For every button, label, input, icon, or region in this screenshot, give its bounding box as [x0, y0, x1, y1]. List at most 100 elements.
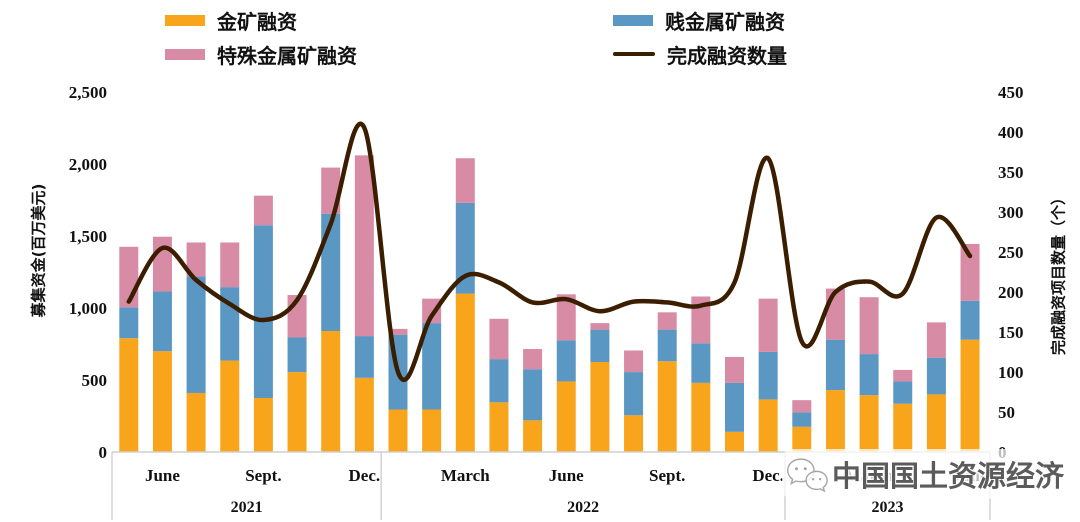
x-year-label: 2022: [567, 499, 599, 516]
bar-segment: [758, 399, 778, 452]
legend-item-count: 完成融资数量: [613, 42, 787, 68]
bar-segment: [152, 351, 172, 452]
bar-segment: [186, 392, 206, 452]
bar-segment: [523, 369, 543, 421]
legend-label: 特殊金属矿融资: [217, 43, 357, 68]
bar-segment: [624, 415, 644, 452]
legend-label: 金矿融资: [217, 9, 297, 34]
bar-segment: [657, 361, 677, 452]
y-left-tick-label: 2,500: [69, 83, 107, 102]
bar-segment: [220, 360, 240, 452]
bar-segment: [859, 395, 879, 452]
bar-segment: [489, 318, 509, 360]
bar-segment: [287, 372, 307, 452]
bar-segment: [691, 343, 711, 383]
bar-segment: [152, 291, 172, 352]
y-right-tick-label: 50: [998, 403, 1015, 422]
bar-segment: [624, 350, 644, 373]
bar-segment: [792, 400, 812, 413]
bar-segment: [523, 420, 543, 452]
bar-segment: [489, 402, 509, 452]
line-swatch-icon: [613, 52, 655, 56]
bar-segment: [825, 339, 845, 391]
bar-segment: [287, 337, 307, 373]
bar-segment: [321, 331, 341, 452]
x-month-label: Sept.: [245, 466, 281, 485]
y-right-tick-label: 100: [998, 363, 1024, 382]
bar-segment: [220, 242, 240, 288]
x-month-label: Sept.: [649, 466, 685, 485]
bar-segment: [422, 298, 442, 324]
gold-swatch-icon: [165, 14, 205, 26]
legend-item-special: 特殊金属矿融资: [165, 42, 357, 68]
bar-segment: [556, 340, 576, 382]
watermark: 中国国土资源经济: [782, 449, 1073, 499]
base-metal-swatch-icon: [613, 14, 653, 26]
y-left-tick-label: 0: [99, 443, 108, 462]
x-year-label: 2021: [231, 499, 263, 516]
bar-segment: [725, 356, 744, 383]
bar-segment: [926, 394, 946, 452]
bar-segment: [590, 323, 610, 330]
bar-segment: [455, 158, 475, 203]
bar-segment: [792, 412, 812, 427]
bar-segment: [455, 202, 475, 294]
bar-segment: [960, 300, 980, 340]
x-month-label: Dec.: [349, 466, 381, 485]
x-month-label: June: [549, 466, 584, 485]
bar-segment: [758, 351, 778, 400]
bar-segment: [725, 431, 744, 452]
bar-segment: [893, 403, 913, 452]
y-right-tick-label: 350: [998, 163, 1024, 182]
bar-segment: [926, 322, 946, 358]
bar-segment: [152, 236, 172, 292]
bar-segment: [825, 390, 845, 452]
bar-segment: [253, 225, 273, 398]
y-right-tick-label: 400: [998, 123, 1024, 142]
bar-segment: [489, 359, 509, 403]
bar-segment: [859, 297, 879, 355]
x-month-label: June: [145, 466, 180, 485]
financing-count-line: [126, 121, 973, 383]
y-right-tick-label: 150: [998, 323, 1024, 342]
wechat-icon: [787, 458, 828, 493]
bar-segment: [926, 357, 946, 395]
bar-segment: [186, 242, 206, 277]
legend-label: 完成融资数量: [667, 43, 787, 68]
bar-segment: [960, 243, 980, 301]
bar-segment: [422, 409, 442, 452]
bar-segment: [186, 276, 206, 393]
y-left-tick-label: 500: [82, 371, 108, 390]
bar-segment: [422, 323, 442, 410]
bar-segment: [758, 298, 778, 352]
bar-segment: [455, 293, 475, 452]
bar-segment: [523, 349, 543, 370]
right-axis-title: 完成融资项目数量（个）: [1049, 190, 1068, 356]
y-right-tick-label: 450: [998, 83, 1024, 102]
bar-segment: [590, 362, 610, 452]
bar-segment: [253, 195, 273, 226]
bar-segment: [792, 426, 812, 452]
y-left-tick-label: 2,000: [69, 155, 107, 174]
x-year-label: 2023: [871, 499, 903, 516]
bar-segment: [253, 398, 273, 452]
bar-segment: [556, 381, 576, 452]
bar-segment: [354, 336, 374, 378]
y-right-tick-label: 200: [998, 283, 1024, 302]
y-right-tick-label: 250: [998, 243, 1024, 262]
bar-segment: [657, 329, 677, 362]
bar-segment: [354, 155, 374, 337]
bar-segment: [893, 381, 913, 404]
bar-segment: [556, 294, 576, 341]
y-left-tick-label: 1,000: [69, 299, 107, 318]
bar-segment: [893, 369, 913, 382]
bar-segment: [960, 339, 980, 452]
x-month-label: March: [441, 466, 490, 485]
bar-segment: [388, 328, 408, 335]
bar-segment: [691, 382, 711, 452]
bar-segment: [388, 409, 408, 452]
watermark-text: 中国国土资源经济: [832, 459, 1065, 493]
bar-segment: [859, 354, 879, 396]
